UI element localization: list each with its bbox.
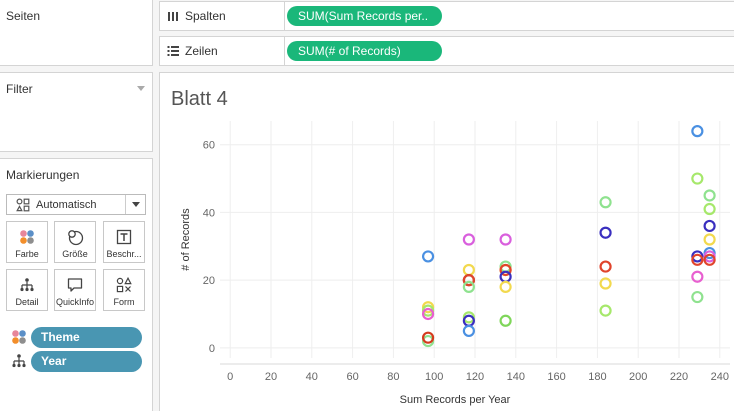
columns-icon: [167, 10, 179, 22]
automatic-mark-icon: [16, 197, 30, 212]
columns-shelf-label-area: Spalten: [160, 2, 285, 30]
detail-button-label: Detail: [15, 297, 39, 307]
data-point: [421, 331, 435, 344]
data-point: [499, 314, 512, 327]
size-button-label: Größe: [62, 249, 88, 259]
shape-icon: [115, 276, 133, 294]
x-tick-label: 140: [507, 371, 525, 383]
data-point: [703, 219, 716, 233]
filters-card[interactable]: Filter: [0, 72, 153, 152]
x-tick-label: 40: [306, 371, 318, 383]
sheet-title[interactable]: Blatt 4: [171, 88, 228, 110]
data-point: [599, 277, 612, 290]
data-point: [599, 226, 612, 239]
rows-shelf-label: Zeilen: [185, 44, 218, 58]
data-point: [462, 233, 475, 246]
data-point: [462, 324, 475, 338]
rows-measure-pill[interactable]: SUM(# of Records): [287, 41, 442, 61]
chevron-down-icon[interactable]: [137, 86, 145, 91]
mark-type-label: Automatisch: [36, 198, 97, 211]
scatter-chart[interactable]: 0 20 40 60 80 100 120 140 160 180 200 220 240 0 20 40 60…: [160, 73, 734, 411]
x-tick-label: 0: [227, 371, 233, 383]
x-tick-label: 20: [265, 371, 277, 383]
theme-color-pill[interactable]: Theme: [31, 327, 142, 348]
label-button[interactable]: Beschr...: [103, 221, 145, 263]
label-icon: [115, 228, 133, 246]
worksheet-view: Blatt 4 0 20 40 60 80 100 120 140 160 180 200 220 24…: [159, 72, 734, 411]
x-tick-label: 200: [629, 371, 647, 383]
filters-card-title: Filter: [6, 82, 33, 96]
x-tick-label: 160: [547, 371, 565, 383]
data-point: [691, 125, 704, 138]
x-tick-label: 180: [588, 371, 606, 383]
pages-card-title: Seiten: [6, 9, 41, 23]
shape-button-label: Form: [113, 297, 135, 307]
tooltip-button[interactable]: QuickInfo: [54, 269, 96, 311]
color-field-row: [11, 327, 31, 347]
data-point: [703, 253, 716, 266]
rows-shelf-label-area: Zeilen: [160, 37, 285, 65]
tooltip-button-label: QuickInfo: [55, 297, 95, 307]
size-button[interactable]: Größe: [54, 221, 96, 263]
x-axis-title: Sum Records per Year: [400, 394, 511, 406]
data-point: [703, 189, 716, 202]
rows-icon: [167, 45, 179, 57]
data-point: [703, 233, 716, 246]
data-point: [691, 172, 704, 185]
x-tick-label: 100: [425, 371, 443, 383]
mark-type-dropdown-button[interactable]: [125, 195, 145, 214]
data-point: [599, 304, 612, 317]
label-button-label: Beschr...: [106, 249, 142, 259]
data-point: [421, 307, 435, 321]
columns-measure-pill[interactable]: SUM(Sum Records per..: [287, 6, 442, 26]
mark-type-dropdown[interactable]: Automatisch: [6, 194, 146, 215]
color-button-label: Farbe: [15, 249, 39, 259]
y-axis-title: # of Records: [180, 208, 192, 271]
data-point: [462, 280, 475, 293]
pages-card[interactable]: Seiten: [0, 0, 153, 66]
tooltip-icon: [66, 276, 84, 294]
x-tick-label: 80: [387, 371, 399, 383]
detail-icon: [18, 276, 36, 294]
color-icon: [11, 329, 27, 345]
marks-card: Markierungen Automatisch: [0, 158, 153, 411]
x-tick-label: 60: [346, 371, 358, 383]
data-point: [462, 263, 475, 277]
shape-button[interactable]: Form: [103, 269, 145, 311]
chevron-down-icon: [131, 202, 140, 207]
data-point: [691, 270, 704, 283]
data-point: [703, 202, 716, 216]
detail-icon: [11, 353, 27, 369]
y-tick-label: 60: [203, 140, 215, 152]
data-point: [599, 196, 612, 209]
y-tick-label: 40: [203, 207, 215, 219]
data-point: [691, 253, 704, 266]
data-point: [499, 263, 512, 277]
data-point: [421, 250, 435, 263]
data-point: [599, 260, 612, 273]
color-icon: [18, 228, 36, 246]
x-tick-label: 240: [711, 371, 729, 383]
left-panels: Seiten Filter Markierungen Automatisch: [0, 0, 153, 411]
data-point: [499, 280, 512, 293]
y-tick-label: 0: [209, 343, 215, 355]
size-icon: [66, 228, 84, 246]
data-point: [691, 290, 704, 304]
color-button[interactable]: Farbe: [6, 221, 48, 263]
columns-shelf[interactable]: Spalten SUM(Sum Records per..: [159, 1, 734, 31]
rows-shelf[interactable]: Zeilen SUM(# of Records): [159, 36, 734, 66]
x-tick-label: 120: [466, 371, 484, 383]
data-point: [462, 274, 475, 287]
data-point: [499, 233, 512, 246]
detail-button[interactable]: Detail: [6, 269, 48, 311]
year-detail-pill[interactable]: Year: [31, 351, 142, 372]
x-tick-label: 220: [670, 371, 688, 383]
y-tick-label: 20: [203, 275, 215, 287]
columns-shelf-label: Spalten: [185, 9, 226, 23]
marks-card-title: Markierungen: [6, 168, 80, 182]
detail-field-row: [11, 351, 31, 371]
